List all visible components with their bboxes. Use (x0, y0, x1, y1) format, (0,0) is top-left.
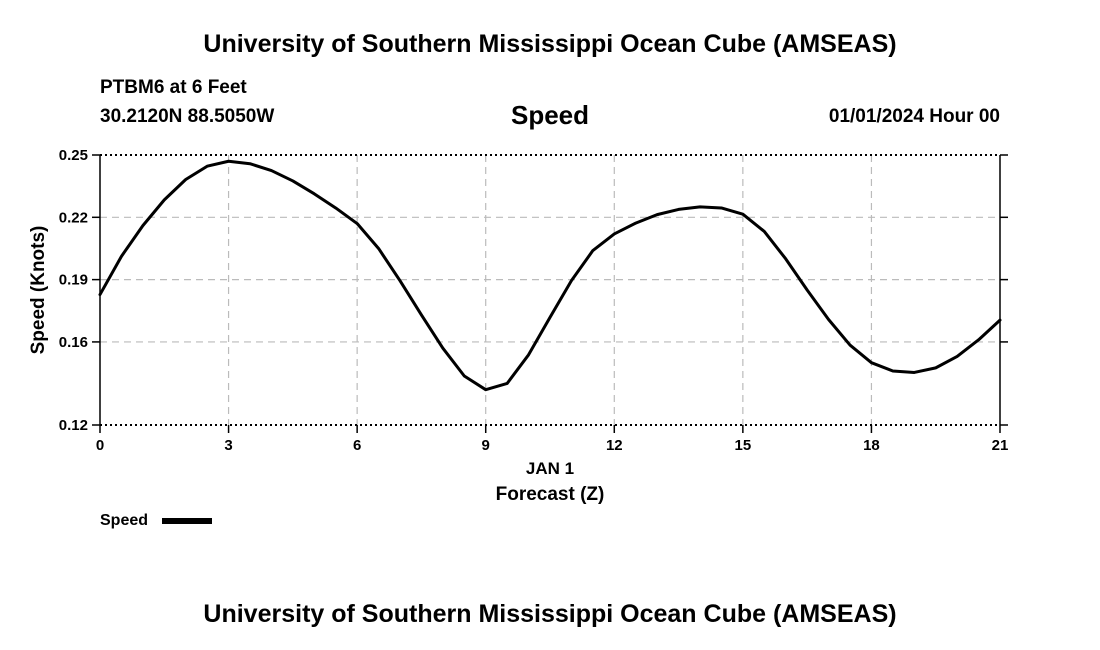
axis-labels: 0.12 0.16 0.19 0.22 0.25 0 3 6 9 12 15 18 21 JAN 1 For… (28, 147, 1008, 505)
chart-title: University of Southern Mississippi Ocean… (203, 30, 897, 58)
y-tick-label-1: 0.16 (59, 334, 88, 351)
x-tick-label-4: 12 (606, 437, 623, 454)
x-axis-date-label: JAN 1 (526, 459, 574, 478)
y-axis-title: Speed (Knots) (28, 226, 49, 355)
coordinates-label: 30.2120N 88.5050W (100, 106, 275, 127)
grid-lines (100, 155, 1000, 425)
station-label: PTBM6 at 6 Feet (100, 77, 247, 98)
y-tick-label-0: 0.12 (59, 417, 88, 434)
legend-label-speed: Speed (100, 512, 148, 529)
x-tick-label-1: 3 (224, 437, 232, 454)
axes (92, 154, 1008, 433)
x-tick-label-0: 0 (96, 437, 104, 454)
legend: Speed (100, 512, 212, 529)
y-tick-label-2: 0.19 (59, 272, 88, 289)
datetime-label: 01/01/2024 Hour 00 (828, 106, 1000, 127)
x-axis-title: Forecast (Z) (496, 484, 605, 505)
series-line-speed (98, 159, 1002, 392)
variable-title: Speed (510, 100, 590, 130)
x-tick-label-5: 15 (735, 437, 752, 454)
x-tick-label-7: 21 (992, 437, 1009, 454)
footer-title: University of Southern Mississippi Ocean… (203, 600, 897, 628)
x-tick-label-2: 6 (353, 437, 361, 454)
y-tick-label-3: 0.22 (59, 209, 88, 226)
x-tick-label-6: 18 (863, 437, 880, 454)
y-tick-label-4: 0.25 (59, 147, 88, 164)
x-tick-label-3: 9 (482, 437, 490, 454)
series-layer (98, 159, 1002, 392)
